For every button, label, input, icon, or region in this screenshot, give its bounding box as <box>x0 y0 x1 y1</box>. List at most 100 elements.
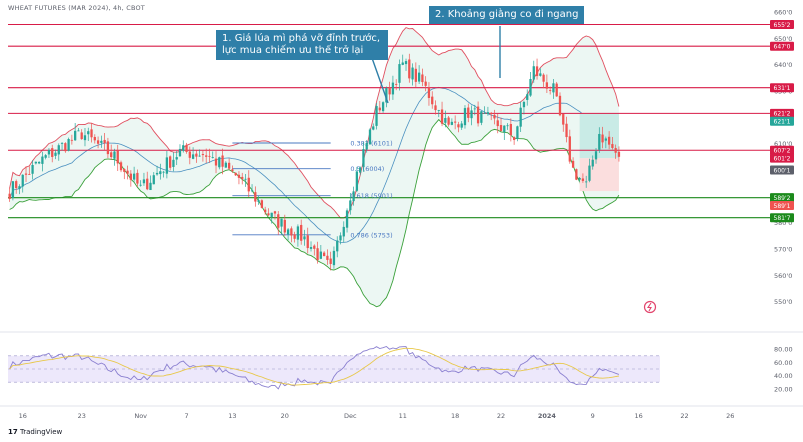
candle <box>293 231 296 243</box>
candle-body <box>499 125 503 131</box>
candle-body <box>237 174 241 178</box>
candle-body <box>241 176 244 179</box>
candle-body <box>486 112 490 114</box>
candle-body <box>155 172 159 175</box>
candle-body <box>244 178 247 180</box>
candle-body <box>90 129 93 138</box>
candle <box>421 68 424 87</box>
candle <box>545 74 549 94</box>
candle-body <box>571 160 575 168</box>
rsi-pane[interactable]: 80.00 60.00 40.00 20.00 <box>8 346 793 394</box>
candle <box>15 179 18 194</box>
candle-body <box>355 171 359 191</box>
price-tag-last <box>770 165 794 175</box>
candle <box>227 158 231 170</box>
candle-body <box>493 114 496 119</box>
level-tag-text: 631'1 <box>774 85 791 92</box>
candle-body <box>201 154 205 156</box>
candle-body <box>185 144 188 152</box>
candle-body <box>250 190 254 192</box>
price-tick-label: 550'0 <box>774 298 792 306</box>
time-axis[interactable]: 16 23 Nov 7 13 20 Dec 11 18 22 2024 9 16 22 26 <box>19 412 735 420</box>
candle-body <box>506 125 509 127</box>
candle <box>607 131 611 150</box>
candle <box>585 175 588 188</box>
candle <box>450 118 454 126</box>
candle-body <box>54 152 57 156</box>
candle <box>198 149 201 157</box>
fib-label-0: 0.382 (6101) <box>350 140 392 148</box>
time-tick-label: 16 <box>634 412 642 420</box>
candle-body <box>378 107 381 111</box>
time-tick-label: 16 <box>19 412 27 420</box>
candle-body <box>594 151 598 160</box>
candle <box>18 184 21 195</box>
candle <box>578 176 581 182</box>
time-tick-label: 9 <box>591 412 595 420</box>
symbol-header: WHEAT FUTURES (MAR 2024), 4h, CBOT <box>8 4 145 12</box>
price-axis[interactable]: 660'0650'0640'0630'0620'0610'0600'0590'0… <box>770 9 794 307</box>
candle <box>132 166 136 182</box>
candle <box>208 148 211 163</box>
candle <box>283 214 286 236</box>
candle <box>277 211 280 235</box>
candle-body <box>11 181 15 198</box>
candle-body <box>67 139 70 151</box>
candle-body <box>234 172 237 176</box>
candle-body <box>182 145 185 151</box>
candle-body <box>188 151 191 158</box>
candle-body <box>532 66 535 80</box>
candle-body <box>8 193 11 199</box>
candle <box>506 123 509 130</box>
candle <box>391 75 395 100</box>
candle <box>286 228 290 241</box>
candle-body <box>44 155 47 158</box>
candle <box>345 208 349 233</box>
candle <box>316 241 319 264</box>
candle-body <box>57 145 60 155</box>
candle <box>67 137 70 152</box>
candle-body <box>286 229 290 235</box>
candle-body <box>329 258 332 264</box>
candle <box>581 173 585 183</box>
candle <box>309 241 313 252</box>
candle-body <box>512 137 516 140</box>
candle <box>444 110 447 128</box>
candle-body <box>322 252 326 257</box>
candle-body <box>372 126 375 130</box>
candle <box>178 144 182 157</box>
candle <box>440 101 444 127</box>
candle-body <box>326 255 329 260</box>
replay-bolt-icon[interactable] <box>643 300 657 314</box>
candle-body <box>316 248 319 260</box>
candle-body <box>490 113 493 115</box>
candle <box>434 100 437 115</box>
price-tag-target-text: 621'1 <box>774 119 791 126</box>
candle <box>113 148 116 166</box>
candle <box>562 113 565 132</box>
candle <box>427 82 431 106</box>
candle-body <box>375 106 378 126</box>
time-tick-label: 11 <box>399 412 407 420</box>
candle-body <box>395 84 398 85</box>
candle <box>401 54 404 66</box>
candle <box>257 195 260 205</box>
candle-body <box>224 162 227 168</box>
candle <box>408 53 411 83</box>
tradingview-logo[interactable]: 17 TradingView <box>8 428 62 436</box>
candle <box>218 156 221 170</box>
candle <box>594 148 598 164</box>
candle-body <box>313 245 316 249</box>
candle <box>611 136 614 150</box>
candle-body <box>421 74 424 83</box>
candle <box>395 79 398 91</box>
candle <box>201 150 205 162</box>
candle-body <box>617 151 621 157</box>
level-tag-text: 607'2 <box>774 148 791 155</box>
candle-body <box>18 186 21 189</box>
candle-body <box>70 139 74 141</box>
candle <box>146 171 149 191</box>
price-tick-label: 640'0 <box>774 61 792 69</box>
stop-loss-zone[interactable] <box>579 158 619 192</box>
